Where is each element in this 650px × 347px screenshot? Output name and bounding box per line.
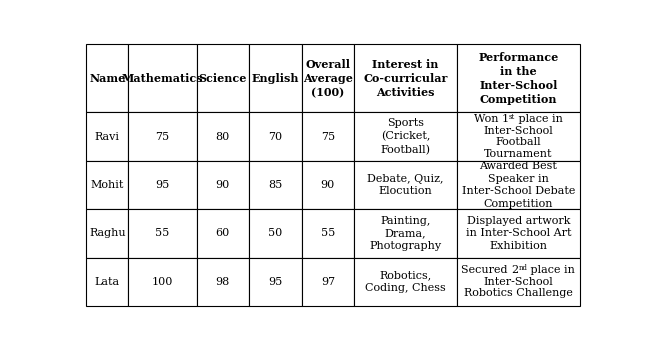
Text: 90: 90 [216, 180, 230, 190]
Text: 70: 70 [268, 132, 282, 142]
Text: 75: 75 [321, 132, 335, 142]
Bar [456, 258, 580, 306]
Text: st: st [509, 113, 515, 121]
Bar [196, 161, 249, 209]
Bar [128, 161, 196, 209]
Text: place in: place in [527, 265, 575, 276]
Text: Science: Science [199, 73, 247, 84]
Bar [249, 44, 302, 112]
Text: 97: 97 [321, 277, 335, 287]
Bar [196, 112, 249, 161]
Text: Interest in
Co-curricular
Activities: Interest in Co-curricular Activities [363, 59, 448, 98]
Text: Inter-School: Inter-School [484, 126, 553, 136]
Text: 95: 95 [268, 277, 283, 287]
Bar [302, 161, 354, 209]
Text: Inter-School: Inter-School [484, 277, 553, 287]
Text: Secured: Secured [462, 265, 512, 276]
Text: nd: nd [519, 264, 527, 272]
Bar [456, 44, 580, 112]
Bar [86, 161, 128, 209]
Bar [302, 209, 354, 258]
Text: English: English [252, 73, 299, 84]
Bar [249, 112, 302, 161]
Bar [196, 44, 249, 112]
Text: 55: 55 [320, 228, 335, 238]
Text: Lata: Lata [95, 277, 120, 287]
Text: Raghu: Raghu [89, 228, 125, 238]
Bar [86, 44, 128, 112]
Text: 95: 95 [155, 180, 170, 190]
Text: 1: 1 [502, 114, 509, 124]
Text: 100: 100 [151, 277, 173, 287]
Text: 80: 80 [216, 132, 230, 142]
Text: Ravi: Ravi [95, 132, 120, 142]
Text: 60: 60 [216, 228, 230, 238]
Bar [249, 209, 302, 258]
Bar [249, 161, 302, 209]
Bar [196, 258, 249, 306]
Bar [249, 258, 302, 306]
Text: Won: Won [474, 114, 502, 124]
Text: 85: 85 [268, 180, 283, 190]
Text: Sports
(Cricket,
Football): Sports (Cricket, Football) [380, 118, 430, 155]
Text: Overall
Average
(100): Overall Average (100) [303, 59, 353, 98]
Text: Football: Football [495, 137, 541, 147]
Text: 55: 55 [155, 228, 170, 238]
Text: Displayed artwork
in Inter-School Art
Exhibition: Displayed artwork in Inter-School Art Ex… [465, 216, 571, 251]
Bar [354, 209, 456, 258]
Text: 75: 75 [155, 132, 170, 142]
Bar [302, 258, 354, 306]
Bar [128, 44, 196, 112]
Bar [196, 209, 249, 258]
Bar [456, 112, 580, 161]
Bar [302, 112, 354, 161]
Bar [86, 209, 128, 258]
Bar [86, 258, 128, 306]
Text: Awarded Best
Speaker in
Inter-School Debate
Competition: Awarded Best Speaker in Inter-School Deb… [462, 161, 575, 209]
Text: Name: Name [89, 73, 125, 84]
Text: Painting,
Drama,
Photography: Painting, Drama, Photography [369, 216, 441, 251]
Text: 98: 98 [216, 277, 230, 287]
Text: Performance
in the
Inter-School
Competition: Performance in the Inter-School Competit… [478, 52, 558, 105]
Bar [456, 161, 580, 209]
Bar [128, 112, 196, 161]
Text: Debate, Quiz,
Elocution: Debate, Quiz, Elocution [367, 174, 443, 196]
Text: place in: place in [515, 114, 563, 124]
Bar [128, 258, 196, 306]
Text: Robotics Challenge: Robotics Challenge [464, 288, 573, 298]
Text: Mathematics: Mathematics [122, 73, 203, 84]
Bar [86, 112, 128, 161]
Bar [456, 209, 580, 258]
Text: Robotics,
Coding, Chess: Robotics, Coding, Chess [365, 271, 446, 293]
Bar [354, 44, 456, 112]
Text: Tournament: Tournament [484, 149, 552, 159]
Bar [354, 161, 456, 209]
Text: 50: 50 [268, 228, 283, 238]
Bar [354, 112, 456, 161]
Text: Mohit: Mohit [90, 180, 124, 190]
Text: 90: 90 [320, 180, 335, 190]
Bar [302, 44, 354, 112]
Bar [354, 258, 456, 306]
Bar [128, 209, 196, 258]
Text: 2: 2 [512, 265, 519, 276]
